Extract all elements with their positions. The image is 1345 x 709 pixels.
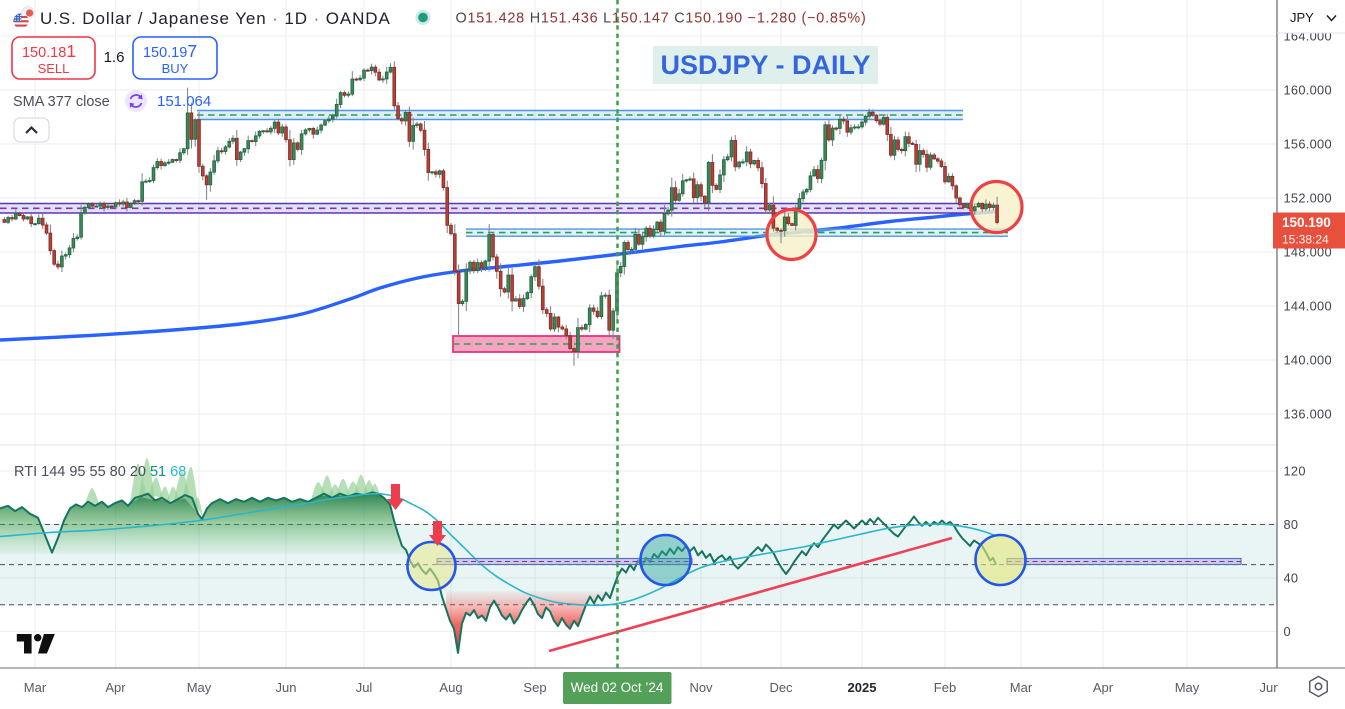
- svg-text:Jun: Jun: [1260, 680, 1281, 695]
- svg-text:150.181: 150.181: [22, 41, 76, 61]
- svg-text:Aug: Aug: [439, 680, 462, 695]
- svg-text:U.S. Dollar / Japanese Yen · 1: U.S. Dollar / Japanese Yen · 1D · OANDA: [40, 9, 391, 28]
- svg-text:144.000: 144.000: [1284, 299, 1332, 314]
- svg-text:Apr: Apr: [105, 680, 126, 695]
- svg-text:Feb: Feb: [934, 680, 956, 695]
- svg-text:0: 0: [1284, 624, 1291, 639]
- svg-text:BUY: BUY: [162, 61, 189, 76]
- svg-text:40: 40: [1284, 571, 1299, 586]
- svg-text:SMA 377 close: SMA 377 close: [13, 94, 110, 110]
- svg-text:2025: 2025: [848, 680, 877, 695]
- svg-text:152.000: 152.000: [1284, 191, 1332, 206]
- svg-text:Dec: Dec: [769, 680, 793, 695]
- svg-text:151.064: 151.064: [157, 93, 211, 110]
- svg-text:Sep: Sep: [523, 680, 546, 695]
- svg-text:O151.428 H151.436 L150.147 C15: O151.428 H151.436 L150.147 C150.190 −1.2…: [456, 11, 867, 27]
- svg-text:Mar: Mar: [1010, 680, 1033, 695]
- svg-text:Nov: Nov: [689, 680, 713, 695]
- svg-text:15:38:24: 15:38:24: [1282, 233, 1329, 247]
- svg-text:JPY: JPY: [1290, 10, 1314, 25]
- svg-text:May: May: [187, 680, 212, 695]
- svg-text:150.190: 150.190: [1282, 215, 1331, 230]
- svg-text:Wed 02 Oct ’24: Wed 02 Oct ’24: [571, 680, 664, 695]
- svg-text:120: 120: [1284, 464, 1306, 479]
- svg-text:136.000: 136.000: [1284, 407, 1332, 422]
- svg-text:USDJPY - DAILY: USDJPY - DAILY: [660, 50, 870, 80]
- svg-text:SELL: SELL: [38, 61, 70, 76]
- svg-text:Mar: Mar: [24, 680, 47, 695]
- svg-text:May: May: [1175, 680, 1200, 695]
- svg-text:140.000: 140.000: [1284, 353, 1332, 368]
- svg-text:156.000: 156.000: [1284, 137, 1332, 152]
- svg-text:1.6: 1.6: [104, 49, 125, 66]
- svg-text:Jun: Jun: [276, 680, 297, 695]
- svg-text:80: 80: [1284, 517, 1299, 532]
- svg-text:Jul: Jul: [356, 680, 373, 695]
- svg-text:Apr: Apr: [1093, 680, 1114, 695]
- svg-text:160.000: 160.000: [1284, 83, 1332, 98]
- svg-text:RTI 144 95 55 80 20 51 68: RTI 144 95 55 80 20 51 68: [14, 464, 186, 480]
- svg-text:150.197: 150.197: [143, 41, 197, 61]
